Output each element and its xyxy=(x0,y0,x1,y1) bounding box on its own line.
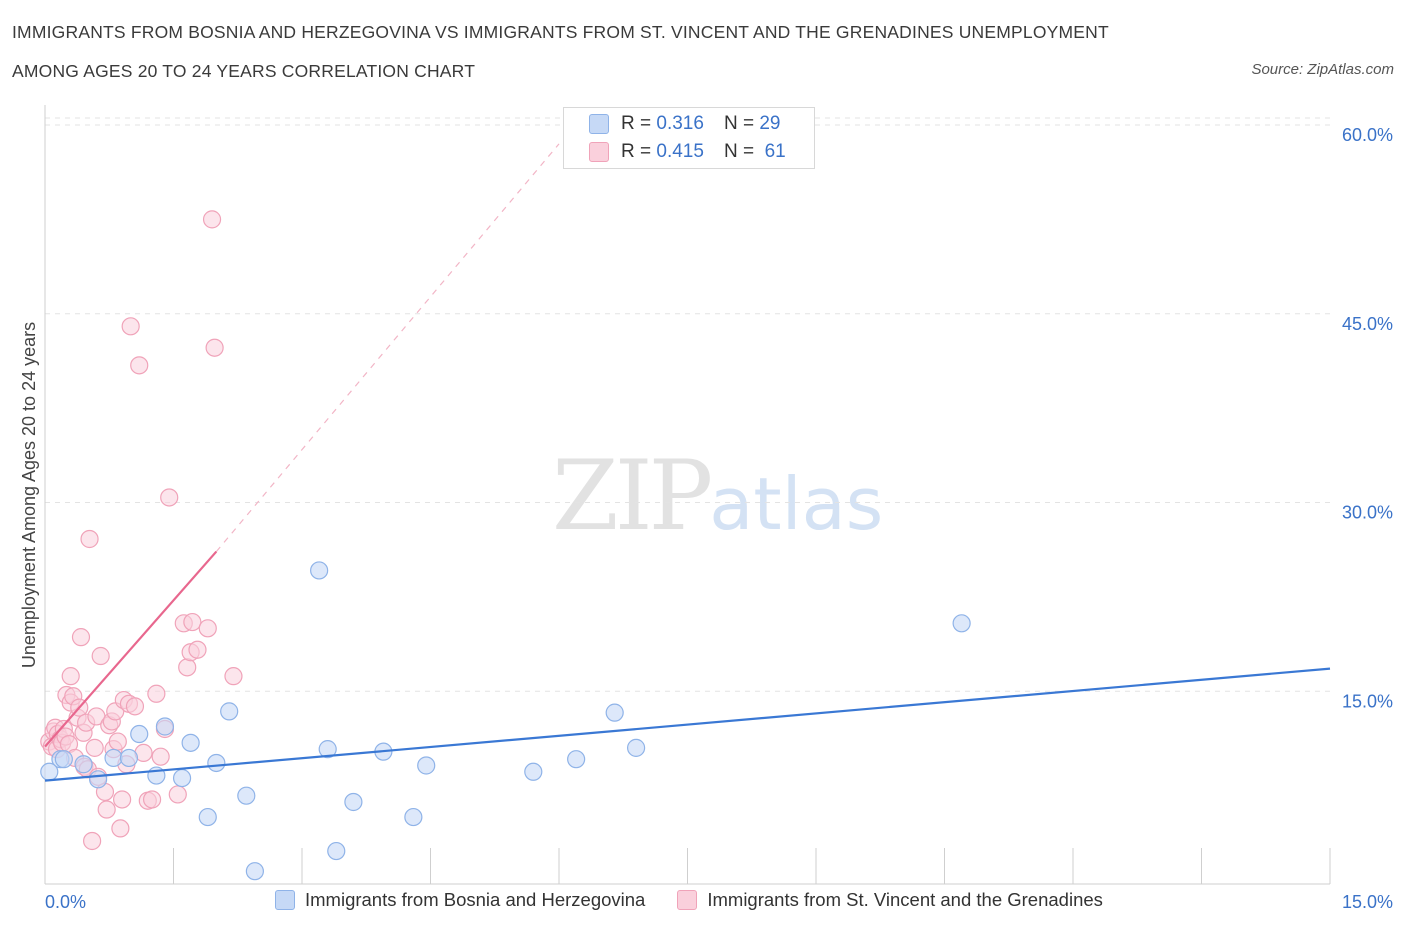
chart-title-line1: IMMIGRANTS FROM BOSNIA AND HERZEGOVINA V… xyxy=(12,22,1109,42)
data-point-blue xyxy=(130,724,149,744)
data-point-blue xyxy=(40,762,59,781)
watermark: ZIPatlas xyxy=(552,440,883,552)
legend-label-bosnia: Immigrants from Bosnia and Herzegovina xyxy=(305,889,646,910)
data-point-pink xyxy=(108,732,127,751)
legend-item-st-vincent: Immigrants from St. Vincent and the Gren… xyxy=(677,889,1103,911)
legend-row-pink: R = 0.415 N = 61 xyxy=(589,139,786,165)
data-point-pink xyxy=(160,488,179,507)
data-point-blue xyxy=(155,717,175,736)
y-tick-label: 60.0% xyxy=(1342,125,1393,145)
data-point-pink xyxy=(188,640,207,659)
data-point-blue xyxy=(207,753,226,773)
data-point-blue xyxy=(524,762,543,781)
tick-labels: 15.0% 30.0% 45.0% 60.0% 0.0% 15.0% xyxy=(45,125,1393,912)
data-point-pink xyxy=(97,800,116,819)
watermark-zip: ZIP xyxy=(552,440,713,552)
data-point-blue xyxy=(310,561,329,580)
data-point-pink xyxy=(83,831,102,851)
data-point-blue xyxy=(172,768,192,788)
data-point-blue xyxy=(89,770,108,789)
legend-n-label: N = xyxy=(723,141,755,162)
source-label: Source: ZipAtlas.com xyxy=(1251,61,1394,78)
y-axis-label: Unemployment Among Ages 20 to 24 years xyxy=(19,322,39,668)
legend-r-label: R = xyxy=(621,141,652,162)
grid-lines xyxy=(45,117,1331,884)
data-point-blue xyxy=(605,703,624,722)
data-point-blue xyxy=(404,807,423,827)
legend-swatch-blue xyxy=(589,114,609,134)
data-point-blue xyxy=(567,750,586,769)
legend-swatch-bosnia xyxy=(275,890,295,910)
legend-label-st-vincent: Immigrants from St. Vincent and the Gren… xyxy=(707,889,1103,910)
trend-line-pink xyxy=(44,550,218,748)
watermark-atlas: atlas xyxy=(709,462,884,546)
legend-row-blue: R = 0.316 N = 29 xyxy=(589,111,780,137)
data-point-blue xyxy=(181,733,200,752)
legend-swatch-st-vincent xyxy=(677,890,698,910)
legend-n-value-pink: 61 xyxy=(764,141,786,162)
y-tick-label: 45.0% xyxy=(1342,314,1393,334)
data-point-pink xyxy=(111,819,130,838)
legend-r-value-pink: 0.415 xyxy=(656,141,704,162)
trend-extension-lines xyxy=(215,143,560,552)
data-point-blue xyxy=(119,748,139,768)
trend-line-pink-extension xyxy=(215,143,560,552)
data-point-pink xyxy=(85,738,104,757)
correlation-legend: R = 0.316 N = 29 R = 0.415 N = 61 xyxy=(563,107,815,169)
data-point-pink xyxy=(147,684,166,703)
data-point-blue xyxy=(198,807,217,827)
data-point-blue xyxy=(327,841,346,861)
y-tick-label: 15.0% xyxy=(1342,691,1393,711)
data-point-blue xyxy=(74,755,93,774)
data-point-pink xyxy=(121,317,140,336)
data-point-blue xyxy=(318,740,337,759)
legend-n-label: N = xyxy=(723,113,755,134)
data-point-pink xyxy=(178,658,197,677)
chart-title-line2: AMONG AGES 20 TO 24 YEARS CORRELATION CH… xyxy=(12,61,476,81)
x-tick-label: 0.0% xyxy=(45,892,86,912)
data-point-blue xyxy=(626,738,646,757)
series-blue-points xyxy=(40,561,971,881)
x-tick-label: 15.0% xyxy=(1342,892,1393,912)
data-point-pink xyxy=(151,747,170,766)
data-point-pink xyxy=(130,356,149,375)
legend-item-bosnia: Immigrants from Bosnia and Herzegovina xyxy=(275,889,645,911)
legend-swatch-pink xyxy=(589,142,609,162)
data-point-blue xyxy=(104,748,123,768)
data-point-pink xyxy=(168,785,187,804)
data-point-blue xyxy=(54,750,73,769)
data-point-pink xyxy=(205,338,224,357)
data-point-blue xyxy=(344,792,363,812)
trend-line-blue xyxy=(44,667,1331,782)
legend-r-label: R = xyxy=(621,113,652,134)
series-legend: Immigrants from Bosnia and Herzegovina I… xyxy=(275,889,1125,911)
legend-r-value-blue: 0.316 xyxy=(656,113,704,134)
data-point-pink xyxy=(125,697,145,716)
data-point-pink xyxy=(142,790,162,809)
data-point-pink xyxy=(202,210,222,229)
data-point-blue xyxy=(417,756,436,775)
data-point-pink xyxy=(71,628,91,647)
data-point-blue xyxy=(245,862,264,881)
data-point-blue xyxy=(237,786,256,805)
data-point-blue xyxy=(220,702,239,721)
data-point-pink xyxy=(183,612,202,632)
data-point-blue xyxy=(952,614,971,633)
data-point-pink xyxy=(91,646,110,666)
axes xyxy=(44,105,1330,885)
data-point-pink xyxy=(80,529,99,549)
data-point-pink xyxy=(224,667,243,686)
legend-n-value-blue: 29 xyxy=(759,113,781,134)
data-point-pink xyxy=(112,790,132,809)
y-tick-label: 30.0% xyxy=(1342,503,1393,523)
data-point-pink xyxy=(61,667,80,686)
data-point-pink xyxy=(198,619,217,638)
trend-lines xyxy=(44,550,1331,782)
